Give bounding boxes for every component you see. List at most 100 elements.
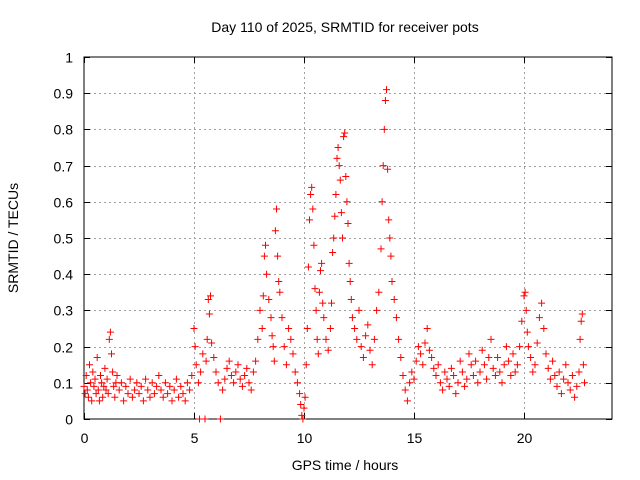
data-point [430,364,438,372]
data-point [330,234,338,242]
data-point [265,296,273,304]
data-point [403,397,411,405]
data-point [106,328,114,336]
x-tick-label: 20 [517,430,533,446]
axis-ticks: 00.10.20.30.40.50.60.70.80.910 5 10 15 20 [54,50,612,446]
data-point [194,379,202,387]
data-point [205,310,213,318]
data-point [285,325,293,332]
data-point [414,343,422,351]
data-point [208,339,216,347]
data-point [377,245,385,253]
data-point [341,129,349,137]
data-point [144,386,152,394]
x-tick-label: 15 [407,430,423,446]
data-point [313,335,321,343]
data-point [95,397,103,405]
data-point [128,393,136,401]
data-point [540,325,548,332]
data-point [458,368,466,376]
data-point [487,335,495,343]
data-point [439,386,447,394]
data-point [170,386,178,394]
data-point [395,335,403,343]
data-point [90,382,98,390]
data-point [267,314,275,322]
data-point [164,390,172,398]
chart-title: Day 110 of 2025, SRMTID for receiver pot… [211,19,478,35]
data-point [259,292,267,300]
data-point [516,343,524,351]
data-point [491,372,499,380]
data-point [111,393,119,401]
data-point [300,404,308,412]
data-point [505,357,513,365]
data-point [353,335,361,343]
data-point [317,267,324,275]
data-point [207,292,214,300]
data-point [507,372,515,380]
data-point [238,382,246,390]
data-point [320,314,328,322]
data-point [328,299,335,307]
data-point [179,390,187,398]
data-point [177,382,185,390]
data-point [351,325,359,332]
data-point [303,325,311,332]
data-point [243,364,251,372]
data-point [334,144,342,151]
data-point [275,277,283,285]
data-point [347,296,355,304]
data-point [544,364,552,372]
data-point [370,335,378,343]
data-point [566,386,574,394]
data-point [406,379,414,387]
data-points [80,86,588,423]
data-point [225,357,233,365]
data-point [117,379,125,387]
data-point [94,386,102,394]
data-point [115,386,123,394]
data-point [521,288,529,296]
data-point [397,353,405,361]
data-point [81,390,89,398]
data-point [425,346,433,354]
data-point [336,176,344,184]
data-point [333,154,341,162]
data-point [186,386,194,394]
data-point [93,353,101,361]
data-point [108,350,115,358]
data-point [553,382,561,390]
data-point [432,372,440,380]
data-point [399,372,407,380]
data-point [472,357,480,365]
data-point [192,361,200,369]
data-point [523,328,531,336]
data-point [282,361,290,369]
data-point [256,306,264,314]
data-point [314,350,322,358]
data-point [120,397,128,405]
data-point [199,350,207,358]
data-point [219,386,227,394]
data-point [263,270,271,278]
data-point [496,368,504,376]
data-point [480,361,488,369]
data-point [410,375,418,383]
data-point [287,335,295,343]
data-point [88,397,96,405]
data-point [542,350,550,358]
data-point [546,375,554,383]
data-point [159,393,167,401]
data-point [445,382,453,390]
data-point [299,415,307,423]
data-point [298,411,306,419]
data-point [388,277,396,285]
data-point [309,205,317,213]
data-point [204,296,212,304]
data-point [312,306,320,314]
data-point [362,332,370,340]
data-point [260,252,268,260]
data-point [168,397,176,405]
data-point [126,375,134,383]
